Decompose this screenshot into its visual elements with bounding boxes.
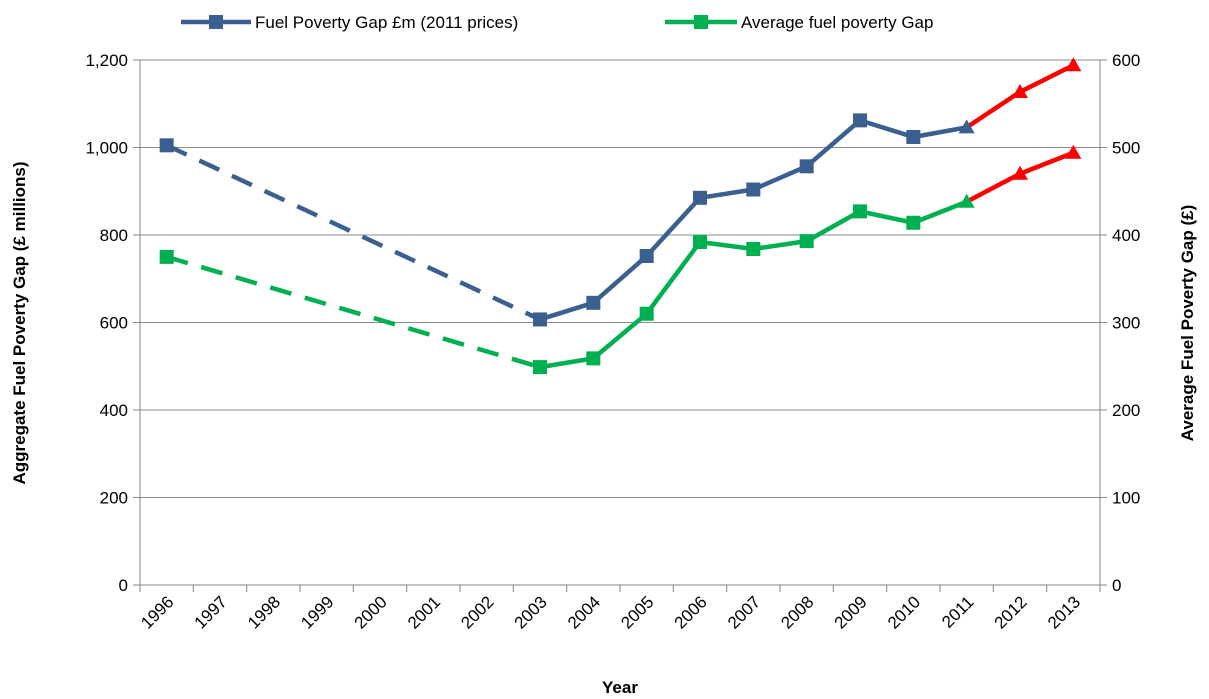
right-axis-tick-label: 200 — [1112, 401, 1140, 420]
data-point-marker — [1012, 165, 1028, 180]
x-axis-tick-label: 2001 — [404, 592, 444, 632]
data-point-marker — [958, 193, 975, 208]
x-axis-tick-label: 2008 — [777, 592, 817, 632]
x-axis-title: Year — [602, 678, 638, 697]
series-line-segment — [859, 118, 915, 140]
data-point-marker — [586, 295, 601, 310]
axes — [133, 59, 1107, 592]
data-point-marker — [639, 249, 654, 263]
x-axis-tick-label: 1996 — [137, 592, 177, 632]
x-axis-tick-label: 1998 — [244, 592, 284, 632]
data-point-marker — [906, 130, 921, 144]
series-line-segment — [1019, 150, 1075, 176]
data-point-marker — [958, 119, 975, 134]
x-axis-tick-label: 2002 — [457, 592, 497, 632]
data-point-marker — [159, 249, 174, 264]
x-axis-tick-label: 2010 — [884, 592, 924, 632]
x-axis-tick-label: 1997 — [191, 592, 231, 632]
series-1 — [159, 144, 1082, 375]
data-point-marker — [1012, 83, 1028, 98]
series-line-segment — [644, 240, 702, 316]
series-line-segment — [1018, 63, 1075, 94]
data-point-marker — [533, 312, 547, 327]
legend-entry-fuel-poverty-gap: Fuel Poverty Gap £m (2011 prices) — [181, 13, 518, 32]
data-point-marker — [1065, 57, 1082, 72]
series-line-segment — [752, 164, 808, 192]
x-axis-tick-label: 1999 — [297, 592, 337, 632]
series-line-segment — [753, 238, 807, 252]
left-axis-tick-label: 200 — [100, 489, 128, 508]
x-axis-tick-label: 2007 — [724, 592, 764, 632]
series-line-segment — [166, 254, 541, 370]
left-axis-tick-label: 1,200 — [85, 51, 128, 70]
series-line-segment — [539, 300, 595, 322]
x-axis-tick-label: 2009 — [831, 592, 871, 632]
x-axis-tick-label: 2013 — [1044, 592, 1084, 632]
data-point-marker — [586, 351, 601, 366]
right-axis-tick-label: 400 — [1112, 226, 1140, 245]
series-layer — [159, 57, 1082, 375]
left-axis-tick-label: 1,000 — [85, 139, 128, 158]
x-axis-tick-labels: 1996 1997 1998 1999 2000 2001 2002 2003 2004 2005… — [137, 592, 1084, 632]
data-point-marker — [853, 204, 867, 219]
right-axis-tick-label: 100 — [1112, 489, 1140, 508]
series-line-segment — [805, 209, 862, 244]
legend-entry-average-fuel-poverty-gap: Average fuel poverty Gap — [665, 13, 933, 32]
left-axis-title: Aggregate Fuel Poverty Gap (£ millions) — [10, 161, 29, 484]
right-axis-tick-label: 500 — [1112, 139, 1140, 158]
series-line-segment — [591, 254, 649, 305]
right-axis-title: Average Fuel Poverty Gap (£) — [1178, 205, 1197, 442]
x-axis-tick-label: 2004 — [564, 592, 604, 632]
series-line-segment — [645, 196, 702, 258]
gridlines — [140, 59, 1100, 498]
series-line-segment — [805, 118, 862, 169]
series-line-segment — [965, 171, 1022, 204]
series-line-segment — [965, 90, 1022, 130]
left-axis-tick-labels: 0 200 400 600 800 1,000 1,200 — [85, 51, 128, 595]
left-axis-tick-label: 0 — [119, 576, 128, 595]
right-axis-tick-label: 600 — [1112, 51, 1140, 70]
series-line-segment — [591, 312, 649, 361]
data-point-marker — [533, 360, 547, 375]
x-axis-tick-label: 2012 — [991, 592, 1031, 632]
legend-marker-fuel-poverty-gap — [209, 15, 223, 29]
left-axis-tick-label: 800 — [100, 226, 128, 245]
series-line-segment — [699, 239, 754, 252]
x-axis-tick-label: 2005 — [617, 592, 657, 632]
data-point-marker — [746, 242, 761, 256]
series-line-segment — [699, 187, 754, 201]
right-axis-tick-labels: 0 100 200 300 400 500 600 — [1112, 51, 1140, 595]
right-axis-tick-label: 0 — [1112, 576, 1121, 595]
data-point-marker — [693, 190, 707, 205]
legend-marker-average-fuel-poverty-gap — [694, 15, 708, 29]
data-point-marker — [853, 113, 867, 128]
data-point-marker — [159, 138, 174, 153]
series-line-segment — [859, 209, 914, 225]
data-point-marker — [746, 182, 761, 197]
x-axis-tick-label: 2003 — [511, 592, 551, 632]
legend: Fuel Poverty Gap £m (2011 prices) Averag… — [181, 13, 933, 32]
plot-area — [133, 57, 1107, 592]
data-point-marker — [693, 235, 707, 249]
left-axis-tick-label: 600 — [100, 314, 128, 333]
left-axis-tick-label: 400 — [100, 401, 128, 420]
x-axis-tick-label: 2011 — [938, 592, 977, 631]
x-axis-tick-label: 2006 — [671, 592, 711, 632]
series-line-segment — [539, 356, 594, 370]
data-point-marker — [639, 306, 654, 321]
data-point-marker — [799, 234, 814, 249]
series-0 — [159, 57, 1082, 327]
x-axis-tick-label: 2000 — [351, 592, 391, 632]
legend-label-average-fuel-poverty-gap: Average fuel poverty Gap — [741, 13, 933, 32]
data-point-marker — [799, 159, 814, 174]
data-point-marker — [906, 215, 921, 230]
series-line-segment — [912, 125, 968, 140]
series-line-segment — [912, 199, 968, 225]
data-point-marker — [1065, 144, 1082, 159]
series-line-segment — [165, 143, 541, 322]
legend-label-fuel-poverty-gap: Fuel Poverty Gap £m (2011 prices) — [255, 13, 518, 32]
right-axis-tick-label: 300 — [1112, 314, 1140, 333]
